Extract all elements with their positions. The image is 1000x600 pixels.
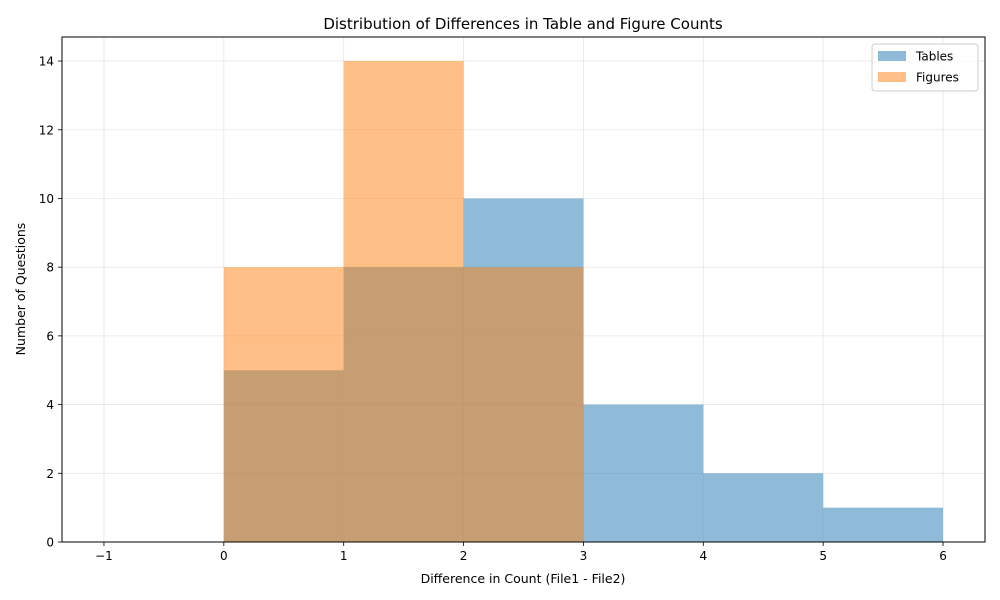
x-tick-label: 6 [939,549,947,563]
y-axis-label: Number of Questions [13,223,28,356]
bar-figures-1 [223,267,344,542]
y-tick-label: 8 [46,261,54,275]
x-tick-label: 3 [580,549,588,563]
bar-tables-4 [583,404,704,542]
y-tick-label: 6 [46,329,54,343]
y-tick-label: 14 [39,55,54,69]
x-axis-ticks: −1 0 1 2 3 4 5 6 [95,542,947,563]
x-tick-label: 2 [460,549,468,563]
x-tick-label: 4 [699,549,707,563]
y-axis-ticks: 0 2 4 6 8 10 12 14 [39,55,62,550]
bar-figures-3 [463,267,584,542]
x-axis-label: Difference in Count (File1 - File2) [421,571,626,586]
x-tick-label: 5 [819,549,827,563]
plot-frame [61,36,986,543]
chart-title: Distribution of Differences in Table and… [323,15,723,33]
legend-label-figures: Figures [916,71,959,85]
bars [223,61,944,543]
y-tick-label: 0 [46,536,54,550]
bar-tables-6 [823,507,944,542]
y-tick-label: 2 [46,467,54,481]
y-tick-label: 4 [46,398,54,412]
legend-swatch-tables [878,51,906,61]
legend: Tables Figures [871,43,979,92]
x-tick-label: −1 [95,549,113,563]
bar-figures-2 [343,61,464,543]
legend-swatch-figures [878,72,906,82]
y-tick-label: 10 [39,192,54,206]
legend-label-tables: Tables [915,50,953,64]
y-tick-label: 12 [39,123,54,137]
bar-tables-5 [703,473,824,542]
x-tick-label: 1 [340,549,348,563]
x-tick-label: 0 [220,549,228,563]
